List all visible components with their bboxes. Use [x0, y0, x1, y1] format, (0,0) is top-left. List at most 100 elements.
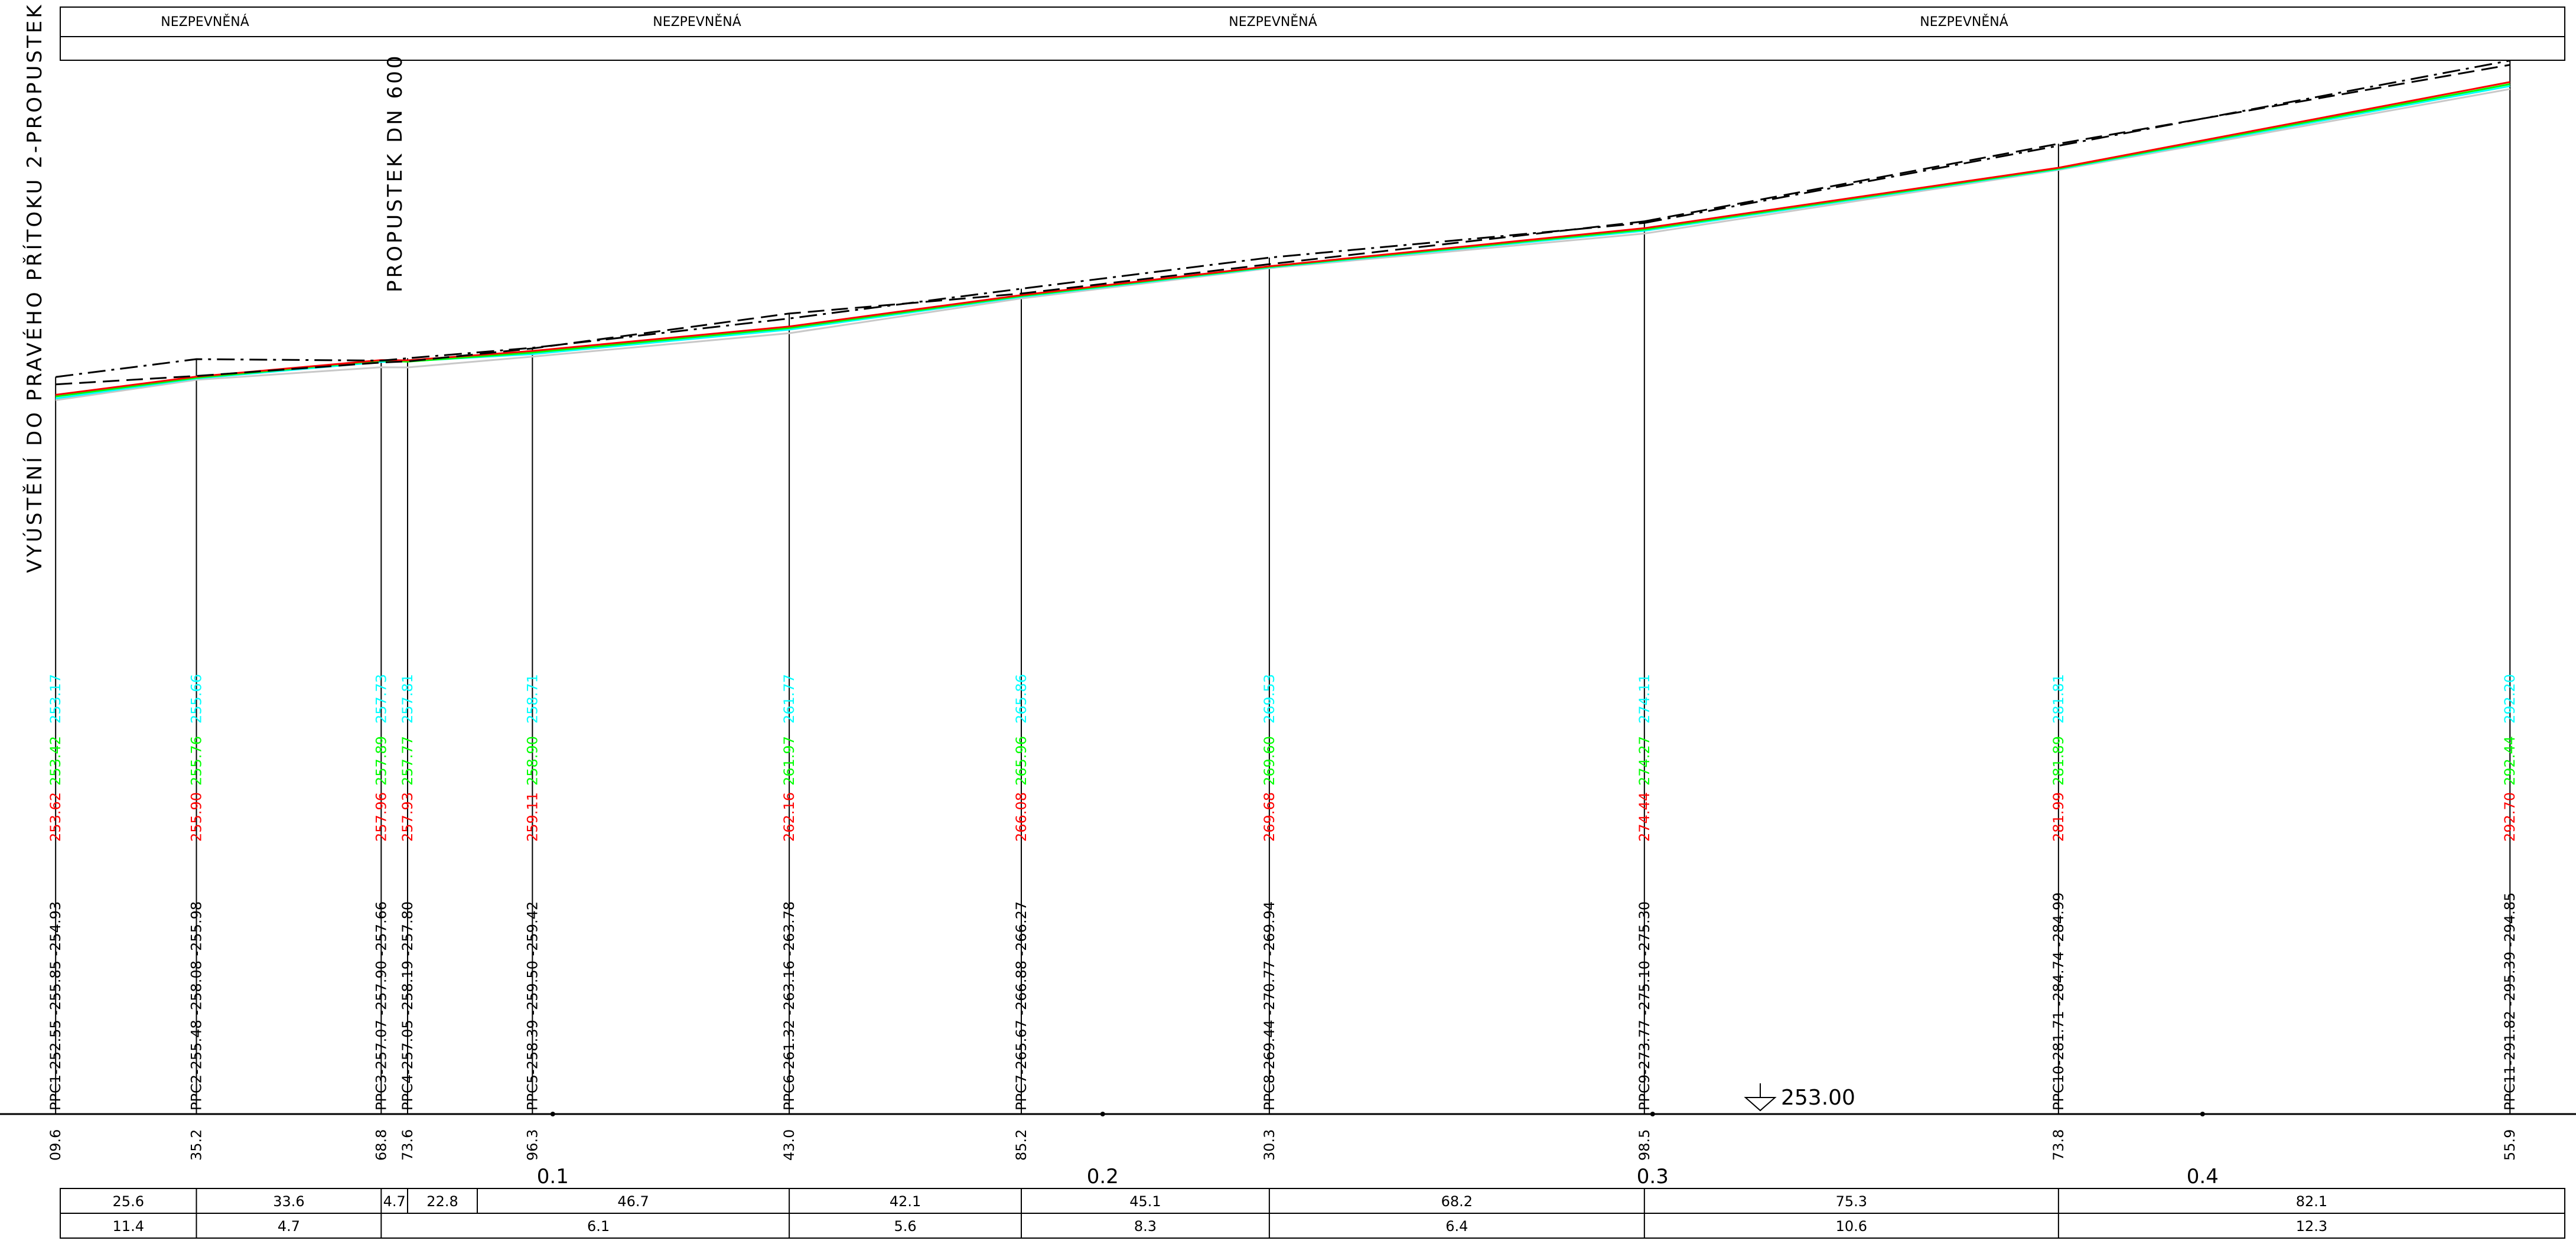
- cyan-level-label: 257.73: [373, 674, 389, 724]
- chainage-label: 55.9: [2502, 1129, 2518, 1161]
- table-cell-value: 46.7: [617, 1193, 649, 1210]
- km-label: 0.1: [537, 1165, 569, 1188]
- datum: 253.00: [0, 1083, 2576, 1115]
- profile-label: PPC6-261.32 -263.16 -263.78: [781, 901, 797, 1111]
- chainage-label: 96.3: [524, 1129, 540, 1161]
- km-label: 0.2: [1087, 1165, 1119, 1188]
- km-label: 0.4: [2187, 1165, 2219, 1188]
- profile-label: PPC9-273.77 -275.10 -275.30: [1636, 901, 1653, 1111]
- chainage-label: 68.8: [373, 1129, 389, 1161]
- green-level-label: 253.42: [47, 736, 64, 786]
- green-level-label: 261.97: [781, 736, 797, 786]
- surface-label: NEZPEVNĚNÁ: [1229, 14, 1317, 30]
- red-level-label: 259.11: [524, 792, 540, 842]
- table-cell-value: 4.7: [278, 1218, 300, 1235]
- table-cell-value: 12.3: [2296, 1218, 2327, 1235]
- table-cell-value: 45.1: [1129, 1193, 1161, 1210]
- green-level-label: 265.96: [1013, 736, 1030, 786]
- red-level-label: 257.96: [373, 792, 389, 842]
- surface-band-frame: [60, 6, 2565, 61]
- distance-table: 25.6 33.6 4.7 22.8 46.7 42.1 45.1 68.2 75.3 82.1 1…: [60, 1188, 2565, 1239]
- cyan-level-label: 265.86: [1013, 674, 1030, 724]
- profile-label: PPC7-265.67 -266.88 -266.27: [1013, 901, 1030, 1111]
- red-profile-line: [1644, 81, 2510, 229]
- profile-lines: [55, 60, 2510, 401]
- chainage-label: 30.3: [1261, 1129, 1278, 1161]
- green-level-label: 257.77: [399, 736, 416, 786]
- table-cell-value: 33.6: [273, 1193, 304, 1210]
- table-cell-value: 11.4: [113, 1218, 144, 1235]
- cyan-level-label: 281.81: [2050, 674, 2067, 724]
- profile-label: PPC11-291.82 -295.39 -294.85: [2502, 893, 2518, 1111]
- gray-profile-line: [55, 232, 1644, 401]
- terrain-dashed-line: [56, 220, 1644, 386]
- table-cell-value: 75.3: [1836, 1193, 1867, 1210]
- table-cell-value: 4.7: [383, 1193, 406, 1210]
- cyan-level-label: 274.11: [1636, 674, 1653, 724]
- chainage-label: 09.6: [47, 1129, 64, 1161]
- chainage-label: 73.8: [2050, 1129, 2067, 1161]
- cyan-level-label: 261.77: [781, 674, 797, 724]
- green-level-label: 258.90: [524, 736, 540, 786]
- profile-label: PPC5-258.39 -259.50 -259.42: [524, 901, 540, 1111]
- cyan-level-label: 269.53: [1261, 674, 1278, 724]
- surface-band: NEZPEVNĚNÁ NEZPEVNĚNÁ NEZPEVNĚNÁ NEZPEVN…: [60, 6, 2565, 61]
- cyan-level-label: 258.71: [524, 674, 540, 724]
- red-level-label: 255.90: [188, 792, 205, 842]
- table-cell-value: 82.1: [2296, 1193, 2327, 1210]
- profile-label: PPC1-252.55 -255.85 -254.93: [47, 901, 64, 1111]
- table-cell-value: 6.4: [1445, 1218, 1468, 1235]
- datum-label: 253.00: [1781, 1086, 1855, 1110]
- chainage-label: 98.5: [1636, 1129, 1653, 1161]
- profile-label: PPC3-257.07 -257.90 -257.66: [373, 901, 389, 1111]
- table-cell-value: 22.8: [426, 1193, 458, 1210]
- elevation-labels: 253.17 253.42 253.62 PPC1-252.55 -255.85 -2…: [47, 674, 2518, 1111]
- cyan-level-label: 257.81: [399, 674, 416, 724]
- km-tick: [1100, 1112, 1105, 1116]
- table-cell-value: 68.2: [1441, 1193, 1473, 1210]
- surface-label: NEZPEVNĚNÁ: [653, 14, 741, 30]
- km-tick: [1650, 1112, 1655, 1116]
- profile-station-lines: [55, 60, 2511, 1114]
- table-cell-value: 10.6: [1836, 1218, 1867, 1235]
- red-level-label: 257.93: [399, 792, 416, 842]
- cyan-level-label: 253.17: [47, 674, 64, 724]
- kilometre-markers: 0.1 0.2 0.3 0.4: [537, 1112, 2219, 1188]
- green-level-label: 292.44: [2502, 736, 2518, 786]
- green-level-label: 281.89: [2050, 736, 2067, 786]
- table-cell-value: 6.1: [587, 1218, 610, 1235]
- culvert-note: PROPUSTEK DN 600: [383, 53, 407, 292]
- terrain-dashdot-line: [1644, 60, 2510, 224]
- red-level-label: 274.44: [1636, 792, 1653, 842]
- red-level-label: 253.62: [47, 792, 64, 842]
- profile-label: PPC8-269.44 -270.77 -269.94: [1261, 901, 1278, 1111]
- chainage-labels: 09.6 35.2 68.8 73.6 96.3 43.0 85.2 30.3 98.5 73.8…: [47, 1129, 2518, 1161]
- red-level-label: 281.99: [2050, 792, 2067, 842]
- profile-label: PPC4-257.05 -258.19 -257.80: [399, 901, 416, 1111]
- green-level-label: 255.76: [188, 736, 205, 786]
- table-cell-value: 25.6: [113, 1193, 144, 1210]
- surface-label: NEZPEVNĚNÁ: [1920, 14, 2008, 30]
- chainage-label: 85.2: [1013, 1129, 1030, 1161]
- green-level-label: 257.89: [373, 736, 389, 786]
- red-level-label: 262.16: [781, 792, 797, 842]
- red-level-label: 269.68: [1261, 792, 1278, 842]
- cyan-level-label: 292.20: [2502, 674, 2518, 724]
- terrain-dashdot-line: [56, 222, 1644, 378]
- km-tick: [2200, 1112, 2205, 1116]
- surface-label: NEZPEVNĚNÁ: [161, 14, 249, 30]
- outlet-note: VYÚSTĚNÍ DO PRAVÉHO PŘÍTOKU 2-PROPUSTEK: [22, 2, 47, 573]
- chainage-label: 43.0: [781, 1129, 797, 1161]
- profile-label: PPC10-281.71 -284.74 -284.99: [2050, 893, 2067, 1111]
- profile-label: PPC2-255.48 -258.08 -255.98: [188, 901, 205, 1111]
- cyan-level-label: 255.66: [188, 674, 205, 724]
- green-level-label: 274.27: [1636, 736, 1653, 786]
- km-label: 0.3: [1637, 1165, 1669, 1188]
- datum-marker-icon: [1744, 1083, 1777, 1112]
- red-level-label: 266.08: [1013, 792, 1030, 842]
- chainage-label: 73.6: [399, 1129, 416, 1161]
- table-cell-value: 42.1: [890, 1193, 921, 1210]
- distance-table-cells: 25.6 33.6 4.7 22.8 46.7 42.1 45.1 68.2 75.3 82.1 1…: [113, 1188, 2565, 1238]
